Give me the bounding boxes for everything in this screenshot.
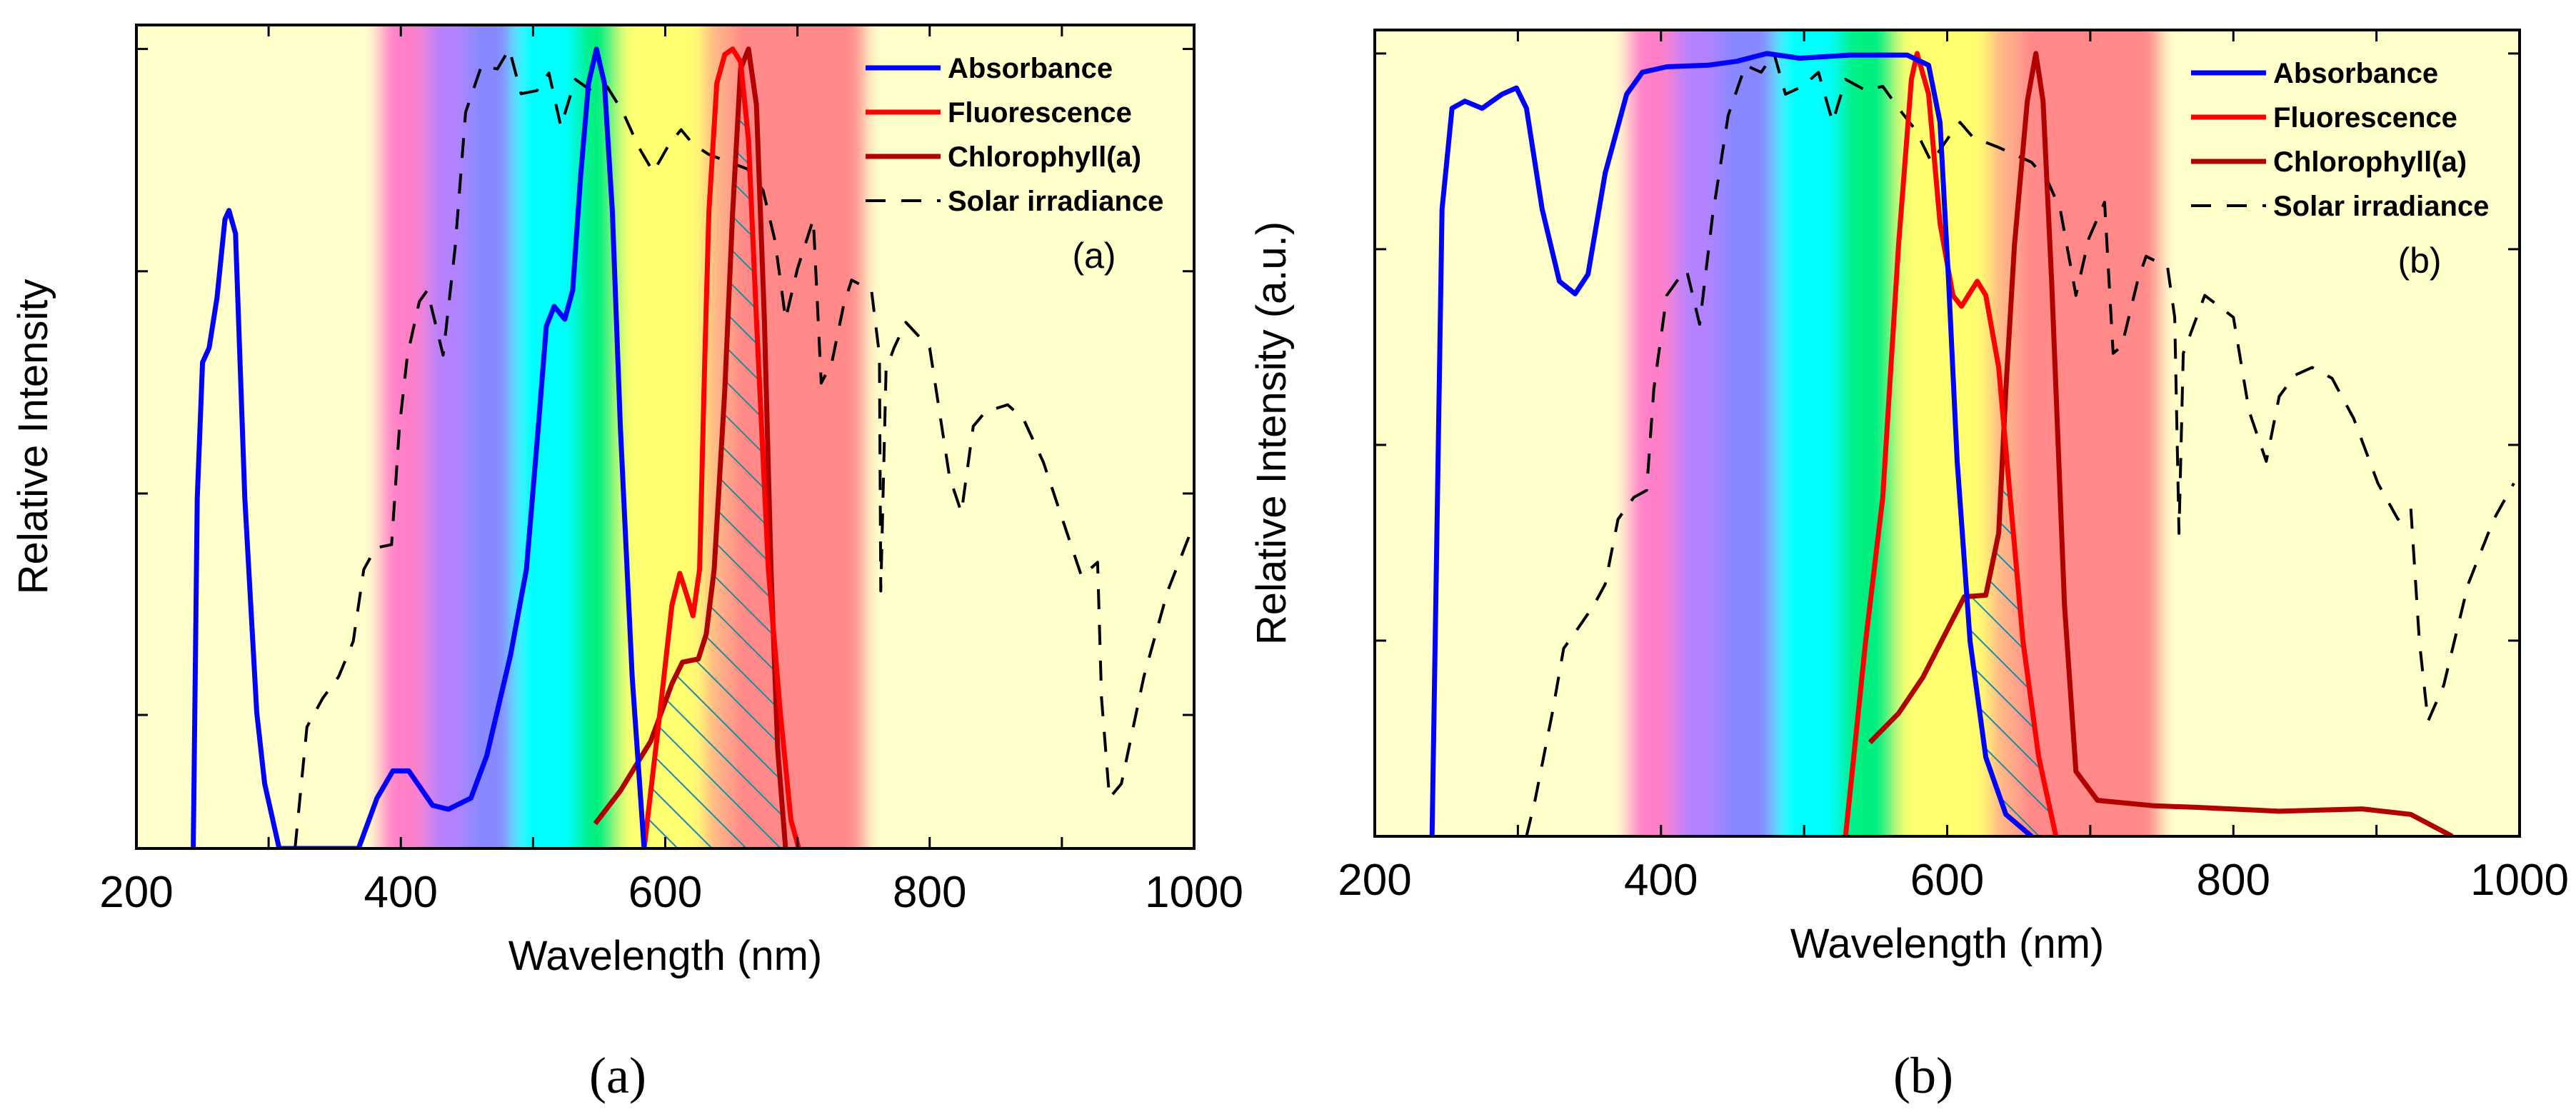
y-axis-label: Relative Intensity [10,279,56,595]
x-tick-label: 600 [1910,856,1984,905]
legend-label-solar: Solar irradiance [2273,191,2489,222]
spectrum-band [427,25,467,848]
x-tick-label: 600 [628,868,702,917]
spectrum-band [1675,30,1718,836]
legend-label-absorbance: Absorbance [2273,58,2438,89]
series-line-fluorescence [1843,51,2059,836]
x-axis-label: Wavelength (nm) [1790,921,2104,967]
spectrum-band [1718,30,1776,836]
x-tick-label: 200 [99,868,173,917]
panel-b: 200 400 600 800 1000 Wavelength (nm) Rel… [1248,29,2569,1104]
panel-a: 200 400 600 800 1000 Wavelength (nm) Rel… [10,24,1243,1104]
series-line-absorbance [191,46,647,848]
overlap-hatch-area [1967,432,2050,836]
spectrum-band [1775,30,1840,836]
figure-caption: (a) [589,1047,646,1104]
figure-caption: (b) [1893,1047,1953,1104]
legend-label-absorbance: Absorbance [948,53,1113,84]
legend-label-chlorophyll: Chlorophyll(a) [2273,146,2467,178]
x-tick-label: 1000 [2470,856,2569,905]
x-axis-label: Wavelength (nm) [508,933,822,979]
spectrum-band [1629,30,1675,836]
panel-tag: (b) [2397,241,2441,281]
spectrum-band [513,25,577,848]
legend-label-fluorescence: Fluorescence [948,97,1132,129]
spectrum-band [466,25,513,848]
x-tick-label: 400 [364,868,438,917]
overlap-hatch-area [643,69,785,848]
panel-tag: (a) [1072,236,1116,276]
series-line-chlorophyll-a [1868,51,2454,836]
spectrum-band [381,25,428,848]
series-line-chlorophyll-a [593,46,788,848]
spectrum-band [2018,30,2160,836]
x-tick-label: 1000 [1145,868,1243,917]
series-line-fluorescence [641,46,801,848]
x-tick-label: 200 [1338,856,1411,905]
x-tick-label: 800 [893,868,966,917]
legend-label-solar: Solar irradiance [948,186,1163,217]
series-line-absorbance [1429,51,2033,836]
x-tick-label: 400 [1624,856,1698,905]
spectrum-bands [1629,30,2160,836]
series-line-solar-irradiance [294,47,1193,848]
x-tick-label: 800 [2197,856,2270,905]
legend-label-fluorescence: Fluorescence [2273,102,2457,134]
y-axis-label: Relative Intensity (a.u.) [1248,221,1295,645]
legend-label-chlorophyll: Chlorophyll(a) [948,141,1141,173]
